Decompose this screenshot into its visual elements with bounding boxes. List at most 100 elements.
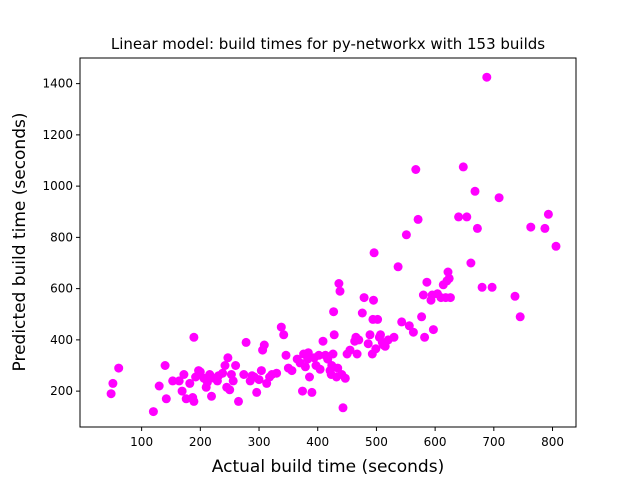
data-point (318, 336, 328, 346)
y-tick-label: 200 (50, 384, 73, 398)
data-point (334, 279, 344, 288)
data-point (272, 368, 282, 378)
data-point (369, 295, 378, 305)
data-point (470, 186, 480, 196)
data-point (259, 340, 269, 350)
data-point (445, 293, 455, 303)
data-point (106, 389, 116, 399)
data-point (510, 291, 520, 301)
data-point (252, 387, 262, 397)
data-point (189, 396, 199, 406)
data-point (287, 366, 297, 376)
x-axis-label: Actual build time (seconds) (212, 457, 444, 477)
data-point (160, 361, 170, 370)
data-point (218, 368, 228, 378)
data-point (148, 407, 158, 417)
data-point (225, 385, 235, 395)
data-point (371, 344, 381, 354)
data-point (454, 212, 464, 222)
y-tick-label: 1200 (42, 128, 73, 142)
data-point (413, 214, 423, 224)
data-point (231, 361, 241, 370)
y-tick-label: 1000 (42, 179, 73, 193)
data-point (373, 314, 383, 324)
data-point (335, 286, 345, 296)
x-axis-ticks: 100 200 300 400 500 600 700 800 (130, 427, 564, 449)
data-points (106, 72, 561, 417)
data-point (174, 376, 184, 386)
data-point (223, 353, 233, 363)
data-point (108, 378, 118, 388)
data-point (315, 364, 325, 374)
data-point (329, 330, 339, 340)
data-point (477, 282, 487, 292)
x-tick-label: 100 (130, 435, 153, 449)
data-point (338, 403, 348, 413)
data-point (207, 391, 216, 401)
x-tick-label: 500 (365, 435, 388, 449)
data-point (422, 277, 432, 287)
data-point (254, 375, 264, 385)
data-point (239, 370, 249, 379)
y-tick-label: 1400 (42, 77, 73, 91)
data-point (401, 230, 411, 240)
data-point (307, 387, 317, 397)
data-point (397, 317, 407, 327)
data-point (359, 293, 369, 303)
y-tick-label: 400 (50, 333, 73, 347)
data-point (417, 312, 427, 322)
data-point (314, 350, 324, 360)
data-point (540, 223, 550, 233)
data-point (303, 348, 313, 358)
data-point (202, 377, 212, 387)
data-point (393, 262, 403, 272)
plot-frame (79, 57, 577, 428)
data-point (482, 72, 492, 82)
data-point (389, 332, 399, 342)
data-point (404, 321, 414, 331)
data-point (328, 349, 338, 359)
data-point (376, 330, 385, 340)
x-tick-label: 200 (189, 435, 212, 449)
data-point (241, 337, 251, 347)
data-point (298, 386, 307, 396)
data-point (300, 362, 310, 372)
data-point (305, 372, 314, 382)
data-point (114, 363, 124, 373)
data-point (161, 394, 171, 404)
data-point (420, 332, 430, 342)
data-point (279, 330, 289, 340)
data-point (352, 349, 362, 359)
data-point (418, 290, 428, 300)
data-point (189, 332, 199, 342)
data-point (369, 248, 379, 258)
data-point (220, 361, 230, 370)
chart-title: Linear model: build times for py-network… (111, 35, 545, 53)
x-tick-label: 400 (306, 435, 329, 449)
y-axis-ticks: 200 400 600 800 1000 1200 1400 (42, 77, 80, 398)
data-point (487, 282, 497, 292)
data-point (281, 350, 291, 360)
data-point (466, 258, 476, 268)
data-point (256, 366, 266, 376)
data-point (276, 322, 286, 332)
data-point (458, 162, 468, 172)
data-point (354, 335, 364, 345)
data-point (234, 396, 243, 406)
data-point (515, 312, 525, 322)
data-point (154, 381, 164, 391)
data-point (526, 222, 536, 232)
data-point (345, 345, 355, 355)
y-tick-label: 800 (50, 230, 73, 244)
data-point (185, 378, 195, 388)
data-point (228, 376, 238, 386)
data-point (462, 212, 472, 222)
y-tick-label: 600 (50, 282, 73, 296)
data-point (494, 193, 504, 203)
data-point (365, 330, 375, 340)
data-point (442, 276, 452, 286)
x-tick-label: 300 (248, 435, 271, 449)
data-point (543, 209, 553, 219)
